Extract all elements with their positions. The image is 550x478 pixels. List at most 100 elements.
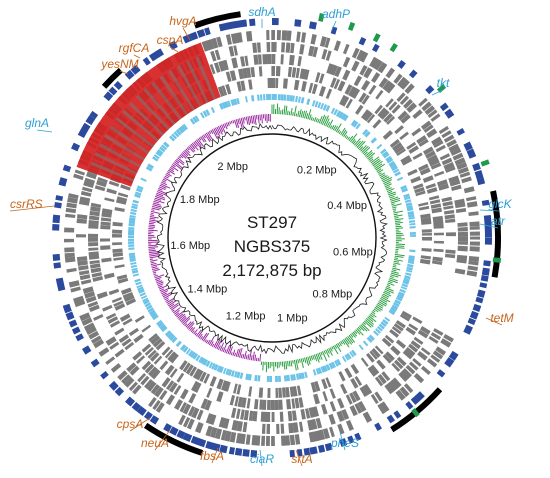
- outer-cds-ring: [53, 262, 61, 268]
- gene-label: neuA: [141, 436, 169, 450]
- gc-skew-bar: [395, 222, 403, 223]
- light-blue-ring: [128, 232, 134, 235]
- gc-skew-bar: [172, 310, 174, 312]
- light-blue-ring: [304, 372, 308, 378]
- outer-cds-ring: [477, 290, 485, 298]
- gc-skew-bar: [382, 177, 389, 181]
- gc-skew-bar: [293, 112, 294, 116]
- light-blue-ring: [128, 227, 134, 229]
- comparison-ring: [112, 230, 122, 234]
- comparison-ring: [399, 132, 409, 140]
- comparison-ring: [266, 424, 270, 434]
- comparison-ring: [371, 72, 380, 83]
- gc-skew-bar: [389, 196, 394, 198]
- light-blue-ring: [254, 375, 257, 381]
- outer-cds-ring: [309, 21, 317, 29]
- light-blue-ring: [272, 94, 275, 100]
- gc-skew-bar: [209, 131, 211, 134]
- comparison-ring: [434, 233, 444, 236]
- outer-cds-ring: [397, 60, 406, 69]
- gc-skew-bar: [284, 105, 285, 114]
- comparison-ring: [244, 410, 249, 420]
- comparison-ring: [421, 366, 431, 375]
- comparison-ring: [277, 30, 281, 40]
- comparison-ring: [109, 289, 120, 295]
- comparison-ring: [455, 268, 466, 274]
- gc-skew-bar: [156, 280, 160, 282]
- comparison-ring: [297, 385, 302, 395]
- outer-cds-ring: [82, 345, 91, 354]
- comparison-ring: [468, 211, 478, 216]
- gc-skew-bar: [152, 268, 158, 270]
- comparison-ring: [271, 78, 275, 88]
- gc-skew-bar: [256, 115, 257, 119]
- comparison-ring: [258, 54, 262, 64]
- comparison-ring: [135, 315, 145, 323]
- comparison-ring: [434, 241, 444, 244]
- outer-cds-ring: [53, 254, 61, 261]
- gc-skew-bar: [253, 352, 254, 361]
- green-marker: [390, 43, 398, 52]
- light-blue-ring: [363, 341, 368, 347]
- gc-skew-bar: [326, 350, 330, 358]
- comparison-ring: [64, 239, 74, 242]
- comparison-ring: [433, 249, 443, 252]
- comparison-ring: [261, 436, 265, 446]
- gc-skew-bar: [284, 361, 285, 369]
- outer-cds-ring: [318, 445, 325, 453]
- comparison-ring: [271, 436, 275, 446]
- comparison-ring: [89, 260, 99, 264]
- comparison-ring: [101, 217, 111, 221]
- gene-label: glnA: [25, 116, 49, 130]
- comparison-ring: [334, 40, 341, 51]
- gc-skew-bar: [246, 355, 247, 359]
- gc-skew-bar: [390, 276, 394, 277]
- gc-skew-bar: [162, 181, 166, 183]
- gc-skew-bar: [322, 116, 326, 124]
- comparison-ring: [313, 394, 320, 405]
- comparison-ring: [418, 202, 428, 207]
- gc-skew-bar: [388, 281, 392, 283]
- comparison-ring: [102, 305, 112, 312]
- comparison-ring: [280, 54, 283, 64]
- outer-cds-ring: [53, 215, 61, 224]
- gc-skew-bar: [371, 313, 377, 317]
- light-blue-ring: [211, 107, 215, 113]
- comparison-ring: [394, 125, 404, 134]
- comparison-ring: [467, 270, 478, 276]
- gene-label: srtA: [291, 452, 312, 466]
- comparison-ring: [390, 346, 400, 356]
- light-blue-ring: [281, 94, 284, 100]
- gc-skew-bar: [260, 354, 261, 361]
- comparison-ring: [266, 30, 269, 40]
- comparison-ring: [88, 237, 98, 242]
- gc-skew-bar: [342, 130, 346, 136]
- gc-skew-bar: [296, 114, 297, 117]
- gene-label: csrRS: [10, 197, 43, 211]
- gc-skew-bar: [201, 137, 205, 142]
- gc-skew-bar: [206, 340, 208, 343]
- comparison-ring: [351, 364, 360, 374]
- gc-skew-bar: [195, 333, 197, 335]
- light-blue-ring: [128, 241, 134, 244]
- comparison-ring: [446, 232, 456, 236]
- comparison-ring: [301, 32, 306, 42]
- comparison-ring: [65, 257, 75, 263]
- outer-cds-ring: [359, 37, 367, 46]
- gc-skew-bar: [286, 106, 287, 115]
- comparison-ring: [115, 349, 125, 358]
- gene-label: fbsA: [200, 449, 224, 463]
- gc-skew-bar: [303, 358, 304, 362]
- gc-skew-bar: [321, 352, 322, 355]
- light-blue-ring: [128, 239, 134, 241]
- light-blue-ring: [278, 376, 281, 382]
- comparison-ring: [78, 265, 89, 271]
- outer-cds-ring: [59, 177, 68, 186]
- gc-skew-bar: [163, 179, 166, 181]
- gc-skew-bar: [151, 210, 154, 211]
- light-blue-ring: [245, 96, 248, 102]
- comparison-ring: [343, 57, 350, 68]
- comparison-ring: [77, 214, 87, 219]
- comparison-ring: [262, 54, 267, 64]
- gc-skew-bar: [235, 353, 236, 356]
